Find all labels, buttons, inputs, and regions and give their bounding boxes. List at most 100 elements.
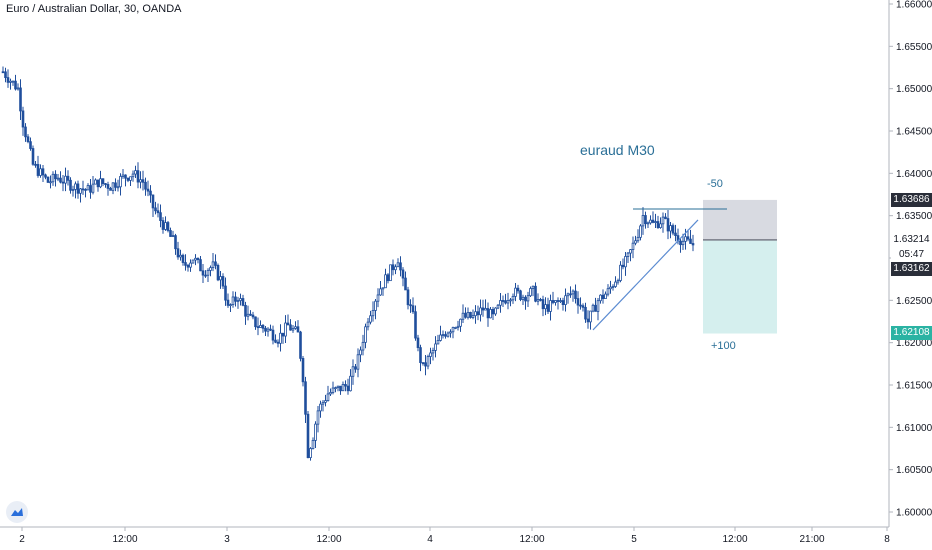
- price-tick-label: 1.61000: [896, 423, 932, 434]
- candle-body: [354, 366, 357, 370]
- candle-body: [276, 341, 280, 344]
- candle-body: [6, 77, 10, 83]
- candle-body: [469, 312, 472, 318]
- candle-body: [496, 304, 500, 309]
- candle-body: [526, 295, 530, 302]
- candle-body: [616, 280, 620, 283]
- candle-body: [96, 179, 100, 188]
- candle-body: [596, 300, 600, 312]
- candle-body: [646, 222, 650, 225]
- candle-body: [61, 181, 65, 184]
- candle-body: [409, 304, 412, 307]
- candle-body: [484, 308, 487, 311]
- candle-body: [296, 326, 300, 333]
- candle-body: [601, 294, 605, 299]
- candle-body: [424, 362, 427, 367]
- price-tick-label: 1.62500: [896, 296, 932, 307]
- candle-body: [429, 352, 432, 357]
- stop-price-tag: 1.63686: [891, 193, 932, 207]
- candle-body: [494, 307, 497, 315]
- candle-body: [341, 384, 345, 392]
- candle-body: [199, 259, 202, 272]
- candle-body: [576, 298, 580, 306]
- candle-body: [584, 306, 587, 320]
- candle-body: [214, 261, 217, 266]
- candle-body: [194, 257, 197, 261]
- candle-body: [54, 173, 57, 180]
- candle-body: [219, 276, 222, 281]
- price-tick-label: 1.60000: [896, 508, 932, 519]
- candle-body: [101, 178, 105, 184]
- candle-body: [614, 281, 617, 287]
- candle-body: [79, 188, 82, 194]
- candle-body: [44, 174, 47, 178]
- candle-body: [309, 448, 312, 459]
- candle-body: [686, 236, 690, 240]
- candle-body: [506, 300, 510, 304]
- candle-body: [654, 221, 657, 223]
- candle-body: [149, 190, 152, 196]
- candle-body: [91, 183, 95, 193]
- candle-body: [684, 236, 687, 242]
- reward-zone: [703, 239, 777, 334]
- candle-body: [184, 262, 187, 266]
- candle-body: [186, 264, 190, 268]
- candle-body: [111, 182, 115, 191]
- candle-body: [629, 249, 632, 254]
- candle-body: [481, 307, 485, 311]
- candle-body: [189, 262, 192, 268]
- candle-body: [419, 347, 422, 363]
- candle-body: [461, 312, 465, 320]
- candle-body: [364, 326, 367, 343]
- candle-body: [164, 222, 167, 230]
- candle-series: [1, 66, 695, 461]
- candle-body: [286, 322, 290, 326]
- candle-body: [449, 331, 452, 334]
- candle-body: [599, 294, 602, 302]
- candle-body: [509, 299, 512, 302]
- candle-body: [206, 270, 210, 276]
- candle-body: [631, 242, 635, 250]
- candle-body: [376, 294, 380, 302]
- time-axis[interactable]: 2 12:00 3 12:00 4 12:00 5 12:00 21:00 8: [19, 527, 890, 545]
- candle-body: [134, 170, 137, 175]
- candle-body: [471, 315, 475, 318]
- candle-body: [606, 288, 610, 295]
- candle-body: [221, 276, 225, 287]
- candle-body: [661, 216, 665, 225]
- candle-body: [491, 309, 495, 315]
- candle-body: [586, 318, 590, 323]
- candle-body: [644, 215, 647, 225]
- tradingview-logo-icon[interactable]: [6, 501, 28, 523]
- candle-body: [21, 110, 25, 128]
- time-tick-label: 12:00: [519, 534, 544, 545]
- time-tick-label: 5: [631, 534, 637, 545]
- candle-body: [516, 287, 520, 292]
- countdown-tag: 05:47: [891, 248, 932, 262]
- candle-body: [211, 261, 215, 269]
- candle-body: [626, 252, 630, 257]
- candle-body: [129, 176, 132, 181]
- candle-body: [591, 304, 595, 312]
- candle-body: [411, 305, 415, 313]
- candle-body: [64, 175, 67, 184]
- candle-body: [334, 387, 337, 389]
- candle-body: [254, 316, 257, 328]
- candle-body: [349, 375, 352, 392]
- candle-body: [391, 264, 395, 271]
- candle-body: [24, 126, 27, 138]
- candle-body: [159, 212, 162, 221]
- candle-body: [636, 236, 640, 242]
- candle-body: [534, 285, 537, 302]
- candle-body: [386, 274, 390, 282]
- candle-body: [251, 314, 255, 318]
- candle-body: [84, 188, 87, 191]
- candle-body: [151, 194, 155, 209]
- candle-body: [656, 221, 660, 229]
- candle-body: [556, 300, 560, 302]
- candle-body: [379, 288, 382, 296]
- candle-body: [549, 300, 552, 312]
- candle-body: [196, 257, 200, 261]
- candle-body: [541, 299, 545, 310]
